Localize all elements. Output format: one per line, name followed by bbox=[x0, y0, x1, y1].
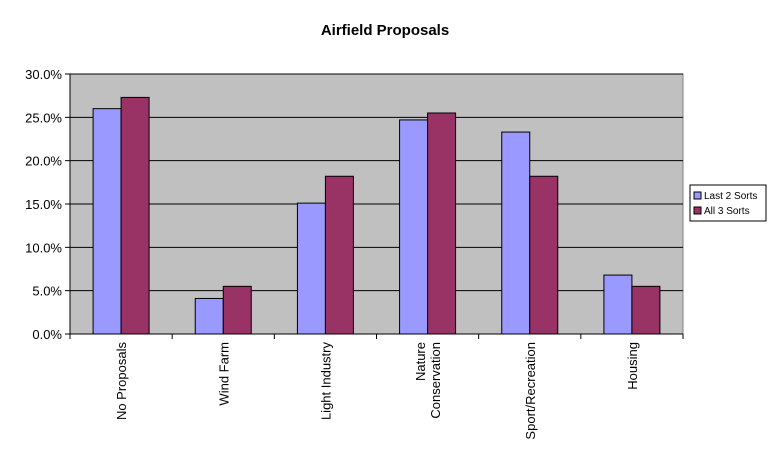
category-label: Light Industry bbox=[318, 342, 333, 421]
y-tick-label: 30.0% bbox=[25, 67, 62, 82]
y-axis: 0.0% 5.0% 10.0% 15.0% 20.0% 25.0% 30.0% bbox=[25, 67, 71, 342]
bar-last-2-sorts bbox=[194, 297, 224, 335]
y-tick-label: 15.0% bbox=[25, 197, 62, 212]
bar-last-2-sorts bbox=[399, 119, 429, 335]
legend-swatch bbox=[693, 191, 702, 200]
y-tick-label: 20.0% bbox=[25, 154, 62, 169]
bar-last-2-sorts bbox=[296, 202, 326, 335]
legend-label: Last 2 Sorts bbox=[704, 191, 757, 202]
bar-all-3-sorts bbox=[427, 112, 457, 335]
category-label-line: Light Industry bbox=[318, 342, 333, 421]
bar-all-3-sorts bbox=[324, 175, 354, 335]
category-label-line: No Proposals bbox=[114, 342, 129, 421]
bar-last-2-sorts bbox=[92, 108, 122, 335]
category-label: Sport/Recreation bbox=[523, 342, 538, 440]
x-axis: No Proposals Wind Farm Light Industry Natur… bbox=[69, 333, 684, 440]
x-tick-label: Housing bbox=[625, 342, 640, 390]
category-label-line: Sport/Recreation bbox=[523, 342, 538, 440]
bar-last-2-sorts bbox=[501, 131, 531, 335]
category-label-line: Wind Farm bbox=[216, 342, 231, 406]
y-tick-label: 25.0% bbox=[25, 110, 62, 125]
legend-label: All 3 Sorts bbox=[704, 206, 750, 217]
category-label: Housing bbox=[625, 342, 640, 390]
x-tick-label: Wind Farm bbox=[216, 342, 231, 406]
bar-all-3-sorts bbox=[120, 96, 150, 335]
y-tick-label: 5.0% bbox=[32, 284, 62, 299]
y-tick-label: 0.0% bbox=[32, 327, 62, 342]
y-tick-label: 10.0% bbox=[25, 240, 62, 255]
x-tick-label: NatureConservation bbox=[413, 342, 443, 419]
legend-swatch bbox=[693, 206, 702, 215]
category-label-line: Nature bbox=[413, 342, 428, 381]
bar-last-2-sorts bbox=[603, 274, 633, 335]
category-label-line: Conservation bbox=[428, 342, 443, 419]
legend: Last 2 Sorts All 3 Sorts bbox=[689, 184, 767, 222]
gridlines bbox=[70, 73, 683, 292]
legend-box bbox=[689, 184, 767, 222]
x-tick-label: No Proposals bbox=[114, 342, 129, 421]
chart-title: Airfield Proposals bbox=[321, 22, 449, 39]
x-tick-label: Sport/Recreation bbox=[523, 342, 538, 440]
x-tick-label: Light Industry bbox=[318, 342, 333, 421]
category-label: NatureConservation bbox=[413, 342, 443, 419]
category-label: No Proposals bbox=[114, 342, 129, 421]
category-label-line: Housing bbox=[625, 342, 640, 390]
bar-all-3-sorts bbox=[631, 285, 661, 335]
bar-all-3-sorts bbox=[222, 285, 252, 335]
category-label: Wind Farm bbox=[216, 342, 231, 406]
bars bbox=[92, 96, 661, 335]
bar-all-3-sorts bbox=[529, 175, 559, 335]
